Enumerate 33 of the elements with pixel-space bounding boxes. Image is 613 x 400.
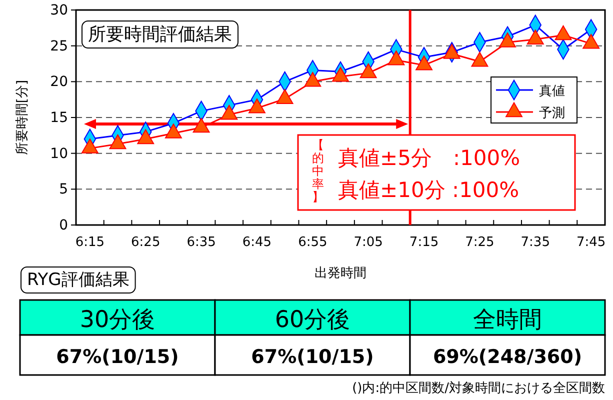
x-tick-label: 6:35 [186,235,216,250]
x-tick-label: 6:15 [75,235,105,250]
category-label: 60分後 [274,307,350,333]
text: ()内:的中区間数/対象時間における全区間数 [352,380,605,396]
y-tick-label: 5 [59,182,68,198]
x-tick-label: 7:05 [354,235,383,250]
annotation: 【的中率】 [312,138,324,204]
annotation: 真値±10分 :100% [338,178,520,202]
x-tick-label: 7:45 [576,235,606,250]
text: 67%(10/15) [251,346,374,368]
x-tick-label: 7:35 [520,235,550,250]
text: RYG評価結果 [27,270,130,290]
x-tick-label: 7:25 [465,235,494,250]
y-tick-label: 20 [50,74,68,90]
x-tick-label: 7:15 [409,235,439,250]
y-tick-label: 10 [50,146,68,162]
y-axis-title: 所要時間[分] [15,80,30,156]
text: 67%(10/15) [56,346,179,368]
y-tick-label: 30 [50,2,68,18]
y-tick-label: 15 [50,110,68,126]
x-tick-label: 6:45 [242,235,272,250]
category-label: 30分後 [80,307,156,333]
legend-label: 予測 [539,106,565,121]
annotation: 真値±5分 :100% [338,146,520,170]
x-tick-label: 6:55 [298,235,328,250]
x-tick-label: 6:25 [131,235,160,250]
text: 所要時間評価結果 [88,24,232,45]
y-tick-label: 0 [59,217,68,234]
text: 69%(248/360) [432,346,582,368]
y-tick-label: 25 [50,38,68,54]
category-label: 全時間 [473,307,542,333]
x-axis-title: 出発時間 [314,266,366,281]
legend-label: 真値 [539,84,565,99]
